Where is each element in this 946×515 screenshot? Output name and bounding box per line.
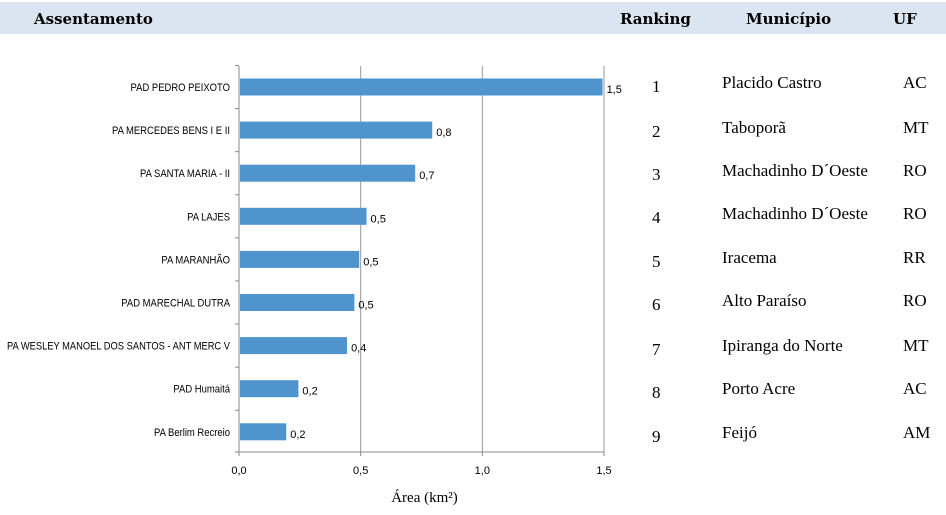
municipio-cell: Iracema	[722, 248, 777, 267]
ranking-cell: 8	[652, 383, 661, 402]
bar	[240, 207, 367, 225]
municipio-cell: Feijó	[722, 423, 757, 442]
header-ranking: Ranking	[620, 10, 691, 28]
data-label: 0,8	[436, 127, 451, 139]
data-label: 0,5	[371, 213, 386, 225]
table-header: Assentamento Ranking Município UF	[0, 2, 946, 34]
ranking-cell: 9	[652, 427, 661, 446]
municipio-cell: Ipiranga do Norte	[722, 336, 843, 355]
category-label: PA MERCEDES BENS I E II	[112, 126, 230, 138]
x-tick-label: 0,5	[353, 465, 368, 477]
uf-cell: MT	[903, 336, 929, 355]
uf-cell: AM	[903, 423, 931, 442]
uf-cell: RR	[903, 248, 926, 267]
x-axis-title: Área (km²)	[391, 489, 458, 506]
uf-cell: RO	[903, 161, 927, 180]
ranking-cell: 2	[652, 122, 661, 141]
uf-cell: RO	[903, 291, 927, 310]
bar	[240, 423, 287, 441]
bar	[240, 121, 433, 139]
header-municipio: Município	[746, 10, 832, 28]
bar	[240, 250, 360, 268]
data-label: 0,4	[351, 343, 366, 355]
bar	[240, 337, 348, 355]
uf-cell: AC	[903, 379, 927, 398]
municipio-cell: Machadinho D´Oeste	[722, 161, 868, 180]
municipio-cell: Taboporã	[722, 118, 786, 137]
data-label: 0,2	[290, 429, 305, 441]
ranking-cell: 1	[652, 77, 661, 96]
municipio-cell: Placido Castro	[722, 73, 822, 92]
uf-cell: AC	[903, 73, 927, 92]
uf-cell: RO	[903, 204, 927, 223]
header-uf: UF	[893, 10, 917, 28]
x-tick-label: 1,5	[596, 465, 611, 477]
uf-cell: MT	[903, 118, 929, 137]
data-label: 0,7	[419, 170, 434, 182]
data-label: 1,5	[607, 84, 622, 96]
ranking-cell: 4	[652, 208, 661, 227]
header-assentamento: Assentamento	[34, 10, 153, 28]
municipio-cell: Porto Acre	[722, 379, 796, 398]
bar	[240, 380, 299, 398]
ranking-cell: 3	[652, 165, 661, 184]
data-label: 0,2	[302, 386, 317, 398]
bar	[240, 294, 355, 311]
x-tick-label: 1,0	[475, 465, 490, 477]
category-label: PA SANTA MARIA - II	[140, 169, 230, 181]
category-label: PAD Humaitá	[173, 384, 230, 396]
x-tick-label: 0,0	[231, 465, 246, 477]
municipio-cell: Machadinho D´Oeste	[722, 204, 868, 223]
data-label: 0,5	[363, 256, 378, 268]
data-label: 0,5	[358, 300, 373, 312]
bar	[240, 164, 416, 182]
bar	[240, 78, 603, 96]
category-label: PA Berlim Recreio	[154, 427, 230, 439]
ranking-cell: 6	[652, 295, 661, 314]
category-label: PAD MARECHAL DUTRA	[121, 298, 230, 310]
category-label: PA MARANHÃO	[161, 253, 230, 267]
category-label: PAD PEDRO PEIXOTO	[131, 82, 230, 94]
ranking-cell: 5	[652, 252, 661, 271]
category-label: PA WESLEY MANOEL DOS SANTOS - ANT MERC V	[7, 341, 231, 353]
category-label: PA LAJES	[187, 212, 230, 224]
ranking-cell: 7	[652, 340, 661, 359]
municipio-cell: Alto Paraíso	[722, 291, 807, 310]
